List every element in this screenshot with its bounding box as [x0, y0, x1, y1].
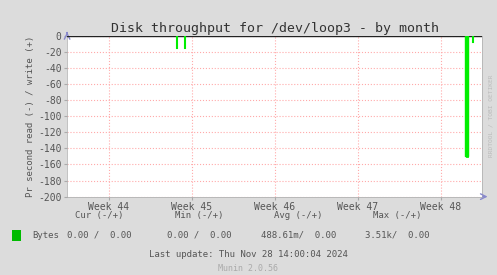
Text: Cur (-/+): Cur (-/+): [75, 211, 124, 220]
Text: 0.00 /  0.00: 0.00 / 0.00: [166, 231, 231, 240]
Text: 0.00 /  0.00: 0.00 / 0.00: [67, 231, 132, 240]
Text: RRDTOOL / TOBI OETIKER: RRDTOOL / TOBI OETIKER: [488, 74, 493, 157]
Title: Disk throughput for /dev/loop3 - by month: Disk throughput for /dev/loop3 - by mont…: [111, 21, 438, 35]
Text: 488.61m/  0.00: 488.61m/ 0.00: [260, 231, 336, 240]
Text: Min (-/+): Min (-/+): [174, 211, 223, 220]
Text: Last update: Thu Nov 28 14:00:04 2024: Last update: Thu Nov 28 14:00:04 2024: [149, 250, 348, 259]
Y-axis label: Pr second read (-) / write (+): Pr second read (-) / write (+): [26, 35, 35, 197]
Text: 3.51k/  0.00: 3.51k/ 0.00: [365, 231, 430, 240]
Text: Avg (-/+): Avg (-/+): [274, 211, 323, 220]
Text: Bytes: Bytes: [32, 231, 59, 240]
Text: Max (-/+): Max (-/+): [373, 211, 422, 220]
Text: Munin 2.0.56: Munin 2.0.56: [219, 265, 278, 273]
